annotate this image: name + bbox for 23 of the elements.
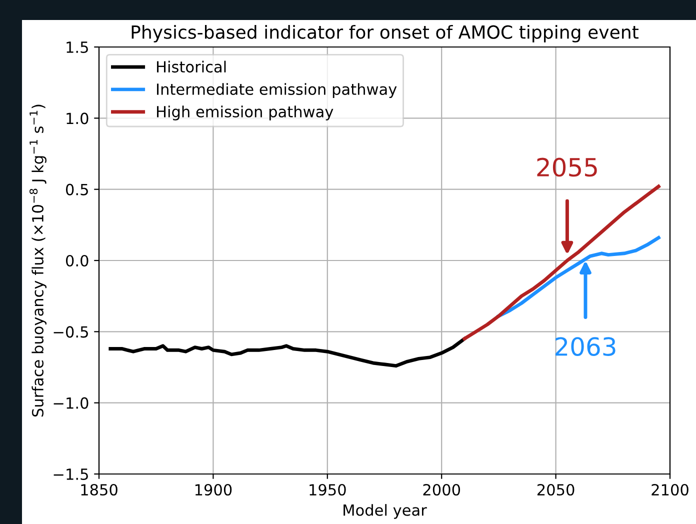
annotation: 2063	[556, 337, 616, 356]
annotation: 2055	[537, 158, 597, 177]
x-tick-label: 2000	[423, 484, 460, 496]
x-tick-label: 1950	[310, 484, 346, 496]
legend-label: Historical	[157, 60, 226, 73]
x-tick-label: 1850	[81, 484, 118, 496]
x-axis-title: Model year	[344, 504, 427, 519]
x-tick-label: 2100	[652, 484, 688, 496]
chart-title: Physics-based indicator for onset of AMOC tipping event	[132, 24, 639, 42]
x-tick-label: 1900	[195, 484, 232, 496]
y-axis-title: Surface buoyancy flux (×10$^{−8}$ J kg$^{−1}$ s$^{−1}$)	[30, 104, 46, 417]
legend-label: Intermediate emission pathway	[157, 83, 397, 98]
line-series	[496, 236, 660, 318]
y-tick-label: 1.5	[66, 42, 88, 54]
y-tick-label: −1.5	[54, 468, 88, 480]
y-tick-label: −1.0	[54, 397, 88, 409]
legend-label: High emission pathway	[157, 106, 334, 120]
y-tick-label: 0.0	[66, 254, 88, 267]
y-tick-label: 0.5	[66, 184, 88, 196]
line-series	[108, 337, 466, 368]
y-tick-label: 1.0	[66, 112, 88, 124]
x-tick-label: 2050	[537, 484, 574, 496]
y-tick-label: −0.5	[54, 326, 88, 338]
